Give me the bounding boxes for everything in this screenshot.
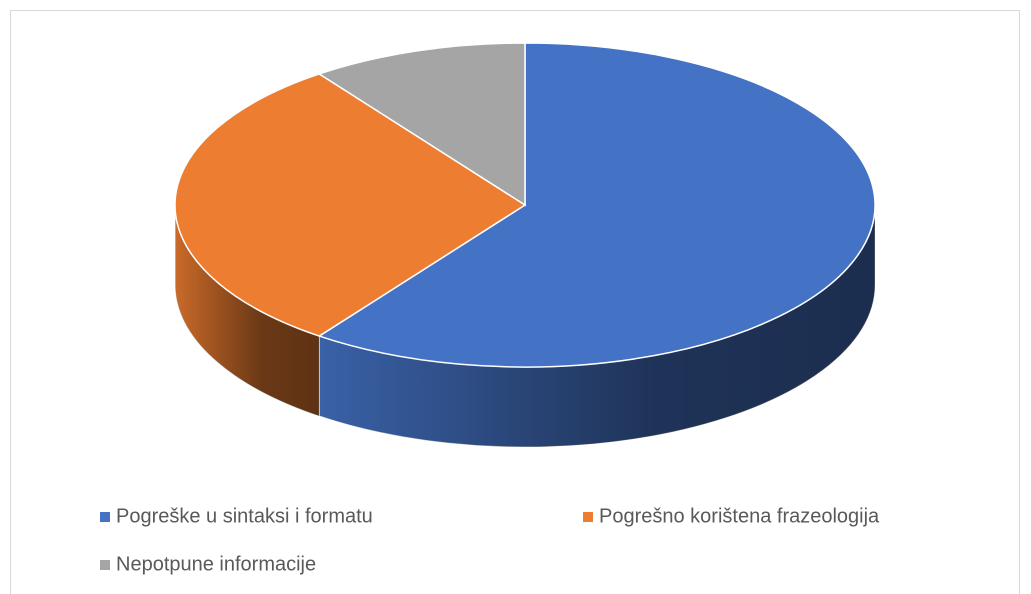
legend-swatch — [100, 560, 110, 570]
legend-label: Pogreške u sintaksi i formatu — [116, 505, 373, 527]
slice-side-shade — [175, 205, 320, 417]
slice — [317, 42, 526, 207]
slice — [317, 42, 876, 368]
legend-label: Nepotpune informacije — [116, 553, 316, 575]
slice-side-shade — [319, 205, 875, 447]
legend-swatch — [583, 512, 593, 522]
legend-swatch — [100, 512, 110, 522]
slice — [174, 73, 527, 337]
legend-label: Pogrešno korištena frazeologija — [599, 505, 880, 527]
